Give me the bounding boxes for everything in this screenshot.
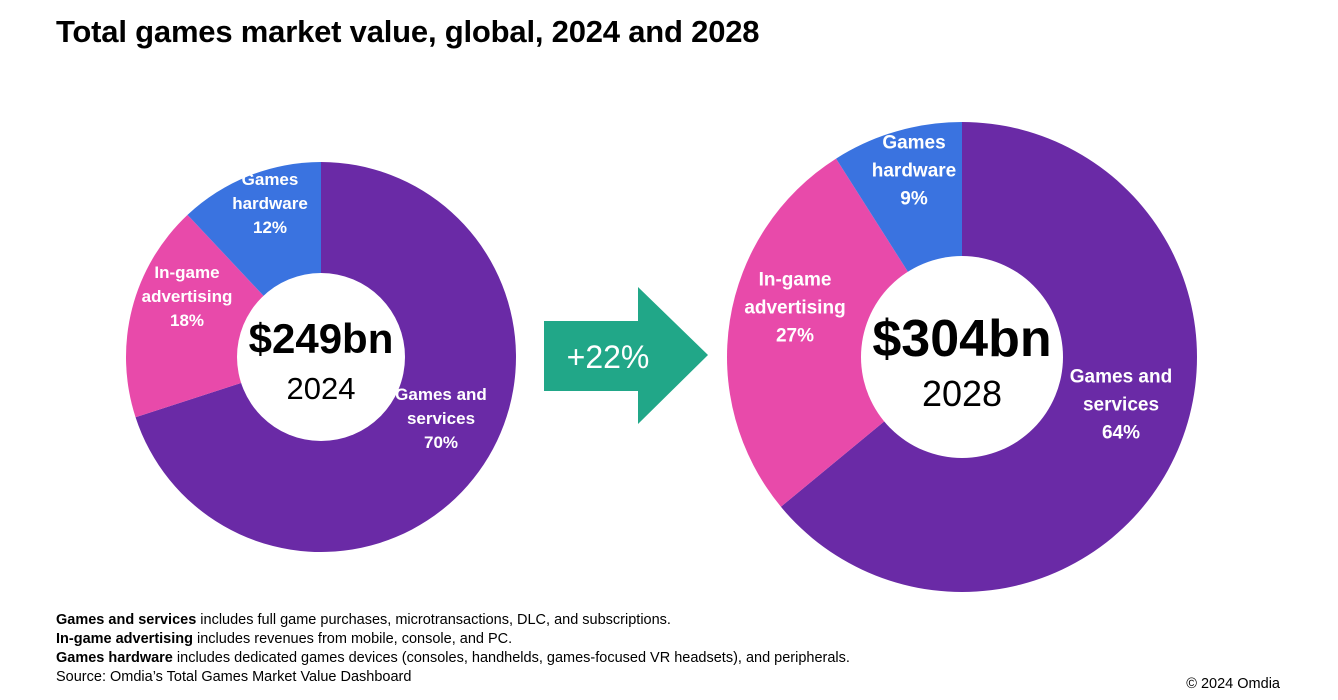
slice-label-games-and-services: Games and services 64% <box>1070 367 1172 444</box>
chart-title: Total games market value, global, 2024 a… <box>56 14 760 49</box>
footnote-in-game-advertising: In-game advertising includes revenues fr… <box>56 630 850 649</box>
footnote-text: includes dedicated games devices (consol… <box>172 650 850 666</box>
donut-chart-2028: Games and services 64% In-game advertising 27… <box>726 122 1197 592</box>
center-value: $304bn <box>872 310 1051 368</box>
copyright: © 2024 Omdia <box>1186 676 1280 692</box>
slice-label-games-hardware: Games hardware 12% <box>232 170 308 237</box>
slice-label-in-game-advertising: In-game advertising 27% <box>744 270 845 347</box>
growth-arrow: +22% <box>544 287 708 424</box>
footnote-term: In-game advertising <box>56 631 193 647</box>
footnote-games-and-services: Games and services includes full game pu… <box>56 611 850 630</box>
footnote-text: includes revenues from mobile, console, … <box>192 631 513 647</box>
donut-hole <box>861 256 1063 458</box>
footnote-term: Games and services <box>56 612 197 628</box>
donut-hole <box>237 273 405 441</box>
footnote-text: includes full game purchases, microtrans… <box>196 612 671 628</box>
center-year: 2028 <box>922 373 1002 414</box>
donut-chart-2024: Games and services 70% In-game advertising 18… <box>126 162 516 552</box>
growth-arrow-shape <box>544 287 708 424</box>
footnotes: Games and services includes full game pu… <box>56 611 850 687</box>
slice-label-in-game-advertising: In-game advertising 18% <box>142 263 233 330</box>
donut-charts: Games and services 70% In-game advertising 18… <box>126 122 1197 592</box>
slice-label-games-hardware: Games hardware 9% <box>872 133 956 210</box>
source-note: Source: Omdia’s Total Games Market Value… <box>56 669 412 685</box>
slice-label-games-and-services: Games and services 70% <box>395 385 487 452</box>
center-year: 2024 <box>287 371 356 406</box>
footnote-term: Games hardware <box>56 650 173 666</box>
slice-in-game-advertising <box>726 158 962 507</box>
footnote-games-hardware: Games hardware includes dedicated games … <box>56 649 850 668</box>
growth-arrow-label: +22% <box>567 339 650 375</box>
center-value: $249bn <box>249 315 394 362</box>
